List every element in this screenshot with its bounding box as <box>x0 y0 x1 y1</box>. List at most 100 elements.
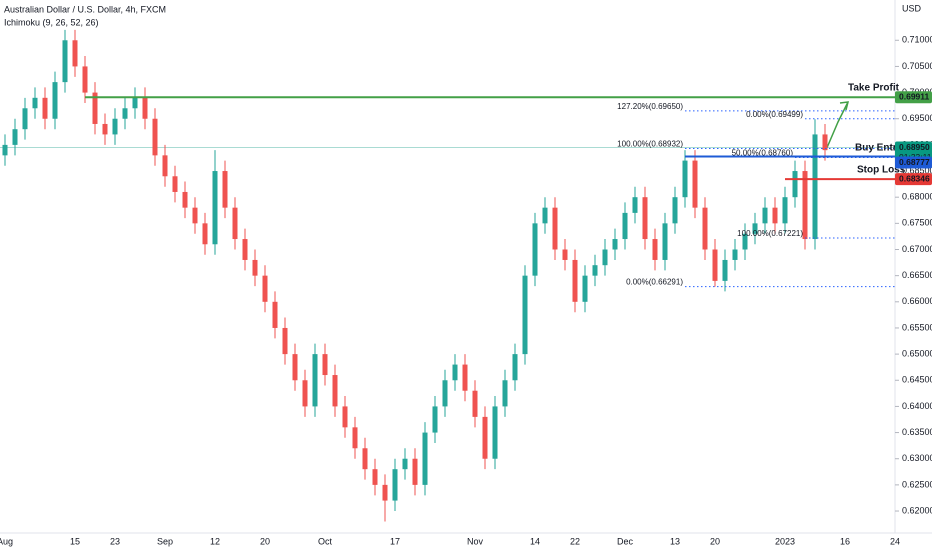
candle-body <box>432 406 438 433</box>
fib-label: 0.00%(0.69499) <box>746 110 803 119</box>
candle-body <box>692 160 698 208</box>
x-tick-label: 22 <box>570 536 580 546</box>
candle-body <box>282 327 288 355</box>
indicator-label: Ichimoku (9, 26, 52, 26) <box>4 17 99 27</box>
candle-body <box>222 171 228 208</box>
y-tick-label: 0.70500 <box>902 61 932 71</box>
candle-body <box>312 354 318 407</box>
candle-body <box>252 259 258 276</box>
target-arrow <box>825 101 849 151</box>
candle-body <box>562 249 568 260</box>
candle-body <box>152 118 158 156</box>
candle-body <box>712 249 718 281</box>
x-tick-label: Oct <box>318 536 333 546</box>
price-tag <box>895 91 932 104</box>
y-tick-label: 0.65500 <box>902 322 932 332</box>
candle-body <box>242 239 248 260</box>
level-name: Stop Loss <box>857 165 906 176</box>
candle-body <box>62 40 68 83</box>
x-tick-label: Aug <box>0 536 13 546</box>
candle-body <box>342 406 348 428</box>
candle-body <box>752 223 758 234</box>
candle-body <box>182 191 188 208</box>
x-tick-label: 20 <box>260 536 270 546</box>
candle-body <box>502 380 508 407</box>
candle-body <box>392 469 398 501</box>
y-tick-label: 0.67500 <box>902 218 932 228</box>
y-tick-label: 0.66500 <box>902 270 932 280</box>
level-name: Take Profit <box>848 83 900 94</box>
candle-body <box>682 160 688 198</box>
y-tick-label: 0.63500 <box>902 427 932 437</box>
price-tag <box>895 173 932 186</box>
price-tag-label: 0.68777 <box>899 157 930 167</box>
x-tick-label: Dec <box>617 536 634 546</box>
y-tick-label: 0.64000 <box>902 401 932 411</box>
x-tick-label: 16 <box>840 536 850 546</box>
candle-body <box>2 144 8 156</box>
candle-body <box>422 432 428 485</box>
candle-body <box>232 207 238 240</box>
candle-body <box>142 97 148 119</box>
price-tag-label: 0.68346 <box>899 173 930 183</box>
candle-body <box>722 259 728 281</box>
candle-body <box>402 458 408 470</box>
y-tick-label: 0.66000 <box>902 296 932 306</box>
candle-body <box>742 233 748 250</box>
candle-body <box>42 97 48 119</box>
candle-body <box>642 197 648 240</box>
candle-body <box>452 364 458 381</box>
candle-body <box>482 416 488 459</box>
candle-body <box>52 82 58 119</box>
candle-body <box>812 134 818 240</box>
candle-body <box>762 207 768 224</box>
candle-body <box>92 92 98 124</box>
x-tick-label: 12 <box>210 536 220 546</box>
chart-title: Australian Dollar / U.S. Dollar, 4h, FXC… <box>4 4 166 14</box>
candle-body <box>772 207 778 224</box>
candle-body <box>492 406 498 459</box>
candle-body <box>122 108 128 119</box>
candle-body <box>652 239 658 260</box>
target-arrow-head <box>839 101 849 111</box>
candle-body <box>612 239 618 250</box>
candle-body <box>172 176 178 192</box>
y-tick-label: 0.68500 <box>902 165 932 175</box>
candle-body <box>102 123 108 135</box>
candle-body <box>732 249 738 260</box>
x-tick-label: Sep <box>157 536 173 546</box>
candle-body <box>212 171 218 245</box>
fib-label: 50.00%(0.68760) <box>732 149 794 158</box>
currency-label: USD <box>902 3 922 13</box>
candle-body <box>442 380 448 407</box>
x-tick-label: 20 <box>710 536 720 546</box>
y-tick-label: 0.65000 <box>902 348 932 358</box>
candle-body <box>192 207 198 224</box>
candle-body <box>72 40 78 67</box>
y-tick-label: 0.62000 <box>902 505 932 515</box>
candle-body <box>462 364 468 391</box>
candle-body <box>322 354 328 376</box>
candle-body <box>372 469 378 485</box>
candle-body <box>552 207 558 250</box>
candle-body <box>292 354 298 381</box>
fib-label: 127.20%(0.69650) <box>617 102 683 111</box>
candle-body <box>702 207 708 250</box>
candle-body <box>22 108 28 130</box>
level-name: Buy Entry <box>855 143 903 154</box>
candle-body <box>112 118 118 135</box>
y-tick-label: 0.69500 <box>902 113 932 123</box>
candle-body <box>162 155 168 177</box>
y-tick-label: 0.71000 <box>902 35 932 45</box>
candle-body <box>332 375 338 407</box>
x-tick-label: Nov <box>467 536 484 546</box>
y-tick-label: 0.63000 <box>902 453 932 463</box>
candle-body <box>662 223 668 260</box>
candle-body <box>82 66 88 93</box>
price-tag-label: 0.69911 <box>899 91 930 101</box>
x-tick-label: 24 <box>890 536 900 546</box>
candle-body <box>362 448 368 470</box>
x-tick-label: 13 <box>670 536 680 546</box>
